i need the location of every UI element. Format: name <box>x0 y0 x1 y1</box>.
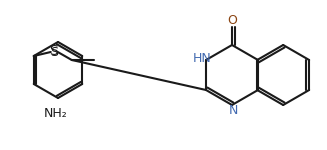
Text: NH₂: NH₂ <box>44 107 68 120</box>
Text: N: N <box>228 103 238 117</box>
Text: S: S <box>50 45 58 58</box>
Text: S: S <box>49 44 58 58</box>
Text: O: O <box>227 15 237 27</box>
Text: HN: HN <box>193 51 211 64</box>
